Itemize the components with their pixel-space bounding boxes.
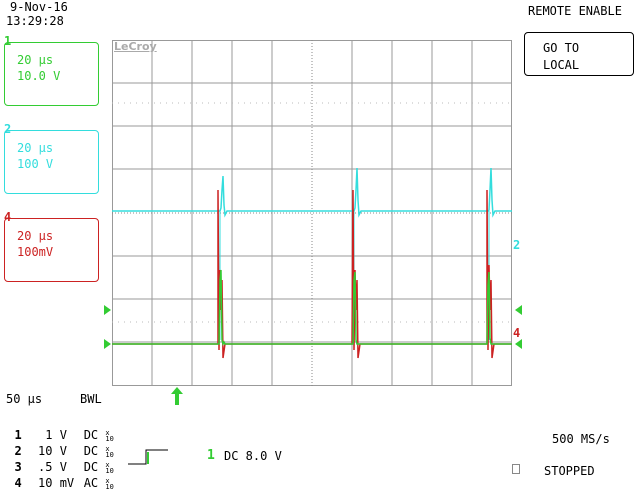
channel-2-trace [112, 167, 512, 218]
channel-1-settings[interactable]: 20 μs 10.0 V [4, 42, 99, 106]
row-2-unit: V [59, 444, 67, 458]
channel-row-4: 4 10 mV AC x 10 [0, 462, 114, 491]
grid-lines [112, 40, 512, 386]
go-to-local-label-line1: GO TO [543, 41, 580, 55]
row-1-probe: x 10 [105, 428, 114, 443]
go-to-local-label-line2: LOCAL [543, 58, 580, 72]
channel-4-settings[interactable]: 20 μs 100mV [4, 218, 99, 282]
channel-row-2: 2 10 V DC x 10 [0, 430, 114, 459]
oscilloscope-graticule [112, 40, 512, 386]
remote-status: REMOTE ENABLE [528, 4, 622, 18]
row-3-channel: 3 [14, 460, 22, 474]
trigger-level-readout: DC 8.0 V [224, 449, 282, 463]
channel-4-offset-marker: 4 [513, 326, 521, 340]
channel-4-volts: 100mV [17, 245, 54, 259]
dotted-reference-lines [112, 102, 512, 323]
channel-4-ground-marker-left [104, 339, 111, 349]
channel-2-tag: 2 [4, 122, 12, 136]
channel-1-volts: 10.0 V [17, 69, 61, 83]
lecroy-logo: LeCroy [114, 40, 157, 53]
channel-2-timebase: 20 μs [17, 141, 54, 155]
channel-1-trigger-level-marker [515, 305, 522, 315]
row-2-coupling: DC [83, 444, 99, 458]
trigger-slope-icon [128, 449, 168, 465]
trigger-position-arrow-icon [171, 387, 183, 405]
channel-1-offset-marker-right [515, 339, 522, 349]
row-4-unit: mV [59, 476, 75, 490]
channel-row-3: 3 .5 V DC x 10 [0, 446, 114, 475]
row-2-volts: 10 [38, 444, 53, 458]
channel-4-tag: 4 [4, 210, 12, 224]
row-1-unit: V [59, 428, 67, 442]
row-1-channel: 1 [14, 428, 22, 442]
row-1-coupling: DC [83, 428, 99, 442]
channel-1-timebase: 20 μs [17, 53, 54, 67]
row-3-unit: V [59, 460, 67, 474]
time-readout: 13:29:28 [6, 14, 64, 28]
channel-row-1: 1 1 V DC x 10 [0, 414, 114, 443]
row-4-probe: x 10 [105, 476, 114, 491]
row-2-probe: x 10 [105, 444, 114, 459]
row-4-coupling: AC [83, 476, 99, 490]
channel-1-tag: 1 [4, 34, 12, 48]
channel-1-ground-marker [104, 305, 111, 315]
row-4-channel: 4 [14, 476, 22, 490]
acquisition-state: STOPPED [544, 464, 595, 478]
row-1-volts: 1 [45, 428, 53, 442]
date-readout: 9-Nov-16 [10, 0, 68, 14]
timebase-readout: 50 μs [6, 392, 43, 406]
channel-2-settings[interactable]: 20 μs 100 V [4, 130, 99, 194]
row-3-volts: .5 [38, 460, 53, 474]
acquisition-state-indicator [512, 464, 520, 474]
trigger-source-channel: 1 [207, 448, 215, 463]
row-3-probe: x 10 [105, 460, 114, 475]
channel-4-timebase: 20 μs [17, 229, 54, 243]
row-3-coupling: DC [83, 460, 99, 474]
channel-2-offset-marker: 2 [513, 238, 521, 252]
channel-1-trace [112, 269, 512, 347]
go-to-local-button[interactable]: GO TO LOCAL [524, 32, 634, 76]
sample-rate-readout: 500 MS/s [552, 432, 610, 446]
row-2-channel: 2 [14, 444, 22, 458]
bwl-indicator: BWL [80, 392, 102, 406]
channel-2-volts: 100 V [17, 157, 54, 171]
row-4-volts: 10 [38, 476, 53, 490]
